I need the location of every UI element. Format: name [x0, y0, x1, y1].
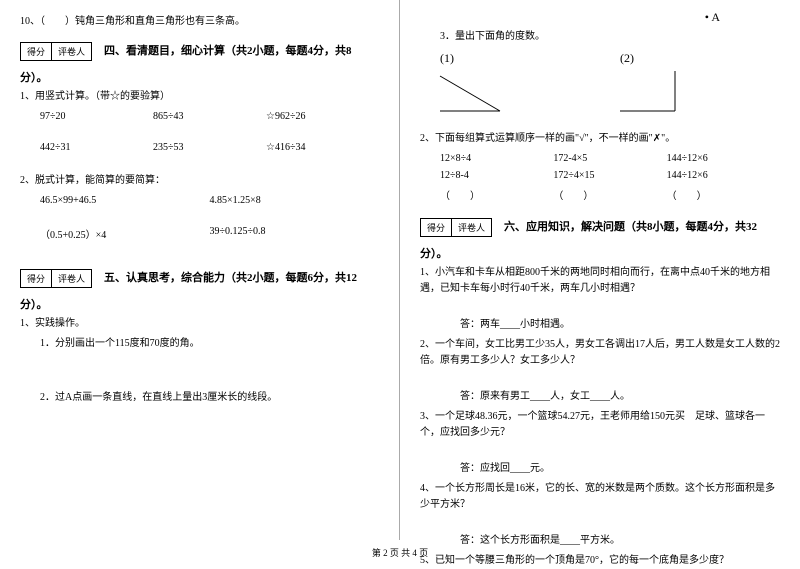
point-a: • A [420, 10, 780, 25]
q5-1: 1、实践操作。 [20, 316, 379, 332]
calc-item: 12÷8-4 [440, 170, 553, 181]
calc-item: 442÷31 [40, 142, 153, 153]
calc-item: 865÷43 [153, 111, 266, 122]
angle-2-label: (2) [620, 51, 780, 66]
calc-item: （0.5+0.25）×4 [40, 226, 210, 241]
calc-item: ☆962÷26 [266, 111, 379, 122]
calc-item: 46.5×99+46.5 [40, 195, 210, 206]
calc-row: 12×8÷4 172-4×5 144÷12×6 [440, 153, 780, 164]
calc-row: 97÷20 865÷43 ☆962÷26 [40, 111, 379, 122]
q6-1: 1、小汽车和卡车从相距800千米的两地同时相向而行，在离中点40千米的地方相遇，… [420, 265, 780, 297]
grader-cell: 评卷人 [52, 269, 92, 288]
section-5-title-cont: 分）。 [20, 296, 379, 312]
q2-right: 2、下面每组算式运算顺序一样的画"√"，不一样的画"✗"。 [420, 131, 780, 147]
calc-row: （0.5+0.25）×4 39÷0.125÷0.8 [40, 226, 379, 241]
section-6-title: 六、应用知识，解决问题（共8小题，每题4分，共32 [504, 218, 757, 234]
calc-item: （ ） [553, 187, 666, 202]
q6-4: 4、一个长方形周长是16米，它的长、宽的米数是两个质数。这个长方形面积是多少平方… [420, 481, 780, 513]
score-cell: 得分 [20, 42, 52, 61]
q6-2: 2、一个车间，女工比男工少35人，男女工各调出17人后，男工人数是女工人数的2倍… [420, 337, 780, 369]
calc-item: 144÷12×6 [667, 153, 780, 164]
calc-item: （ ） [667, 187, 780, 202]
q4-2-label: 2、脱式计算，能简算的要简算： [20, 173, 379, 189]
angle-1-label: (1) [440, 51, 600, 66]
q6-3-answer: 答：应找回____元。 [460, 461, 780, 477]
calc-item: 172÷4×15 [553, 170, 666, 181]
grader-cell: 评卷人 [52, 42, 92, 61]
score-box: 得分 评卷人 [20, 42, 92, 61]
q4-1-label: 1、用竖式计算。（带☆的要验算） [20, 89, 379, 105]
calc-row: 12÷8-4 172÷4×15 144÷12×6 [440, 170, 780, 181]
calc-item: 144÷12×6 [667, 170, 780, 181]
section-4-title: 四、看清题目，细心计算（共2小题，每题4分，共8 [104, 42, 352, 58]
calc-row: 46.5×99+46.5 4.85×1.25×8 [40, 195, 379, 206]
score-cell: 得分 [420, 218, 452, 237]
grader-cell: 评卷人 [452, 218, 492, 237]
question-10: 10、（ ）钝角三角形和直角三角形也有三条高。 [20, 14, 379, 30]
q6-3: 3、一个足球48.36元，一个篮球54.27元，王老师用给150元买 足球、篮球… [420, 409, 780, 441]
section-4-title-cont: 分）。 [20, 69, 379, 85]
calc-row: 442÷31 235÷53 ☆416÷34 [40, 142, 379, 153]
angle-1-figure [420, 66, 520, 116]
calc-item: 235÷53 [153, 142, 266, 153]
calc-item: 97÷20 [40, 111, 153, 122]
q5-1-1: 1．分别画出一个115度和70度的角。 [40, 336, 379, 352]
calc-item: （ ） [440, 187, 553, 202]
calc-item: 39÷0.125÷0.8 [210, 226, 380, 241]
angle-2-figure [600, 66, 700, 116]
q6-4-answer: 答：这个长方形面积是____平方米。 [460, 533, 780, 549]
calc-item: ☆416÷34 [266, 142, 379, 153]
q5-1-2: 2．过A点画一条直线，在直线上量出3厘米长的线段。 [40, 390, 379, 406]
q6-5: 5、已知一个等腰三角形的一个顶角是70°，它的每一个底角是多少度？ [420, 553, 780, 569]
q3: 3．量出下面角的度数。 [440, 29, 780, 45]
score-box: 得分 评卷人 [20, 269, 92, 288]
calc-item: 12×8÷4 [440, 153, 553, 164]
calc-item: 172-4×5 [553, 153, 666, 164]
section-5-title: 五、认真思考，综合能力（共2小题，每题6分，共12 [104, 269, 357, 285]
calc-row: （ ） （ ） （ ） [440, 187, 780, 202]
score-box: 得分 评卷人 [420, 218, 492, 237]
calc-item: 4.85×1.25×8 [210, 195, 380, 206]
section-6-title-cont: 分）。 [420, 245, 780, 261]
q6-1-answer: 答：两车____小时相遇。 [460, 317, 780, 333]
q6-2-answer: 答：原来有男工____人，女工____人。 [460, 389, 780, 405]
score-cell: 得分 [20, 269, 52, 288]
